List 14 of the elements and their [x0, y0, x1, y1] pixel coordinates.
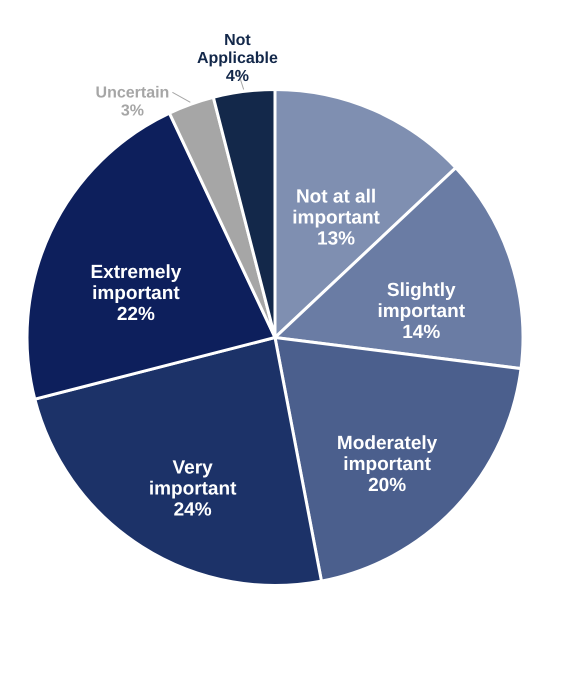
slice-label: Not at all important [292, 186, 381, 228]
data-label: 22% [116, 304, 155, 326]
slice-label: Moderately important [336, 432, 438, 475]
slice-label: Uncertain [96, 84, 170, 102]
data-label: 14% [402, 322, 440, 343]
data-label: 4% [226, 68, 249, 85]
slice-label: Very important [148, 457, 238, 500]
slice-label: Not Applicable [196, 32, 278, 67]
data-label: 3% [120, 102, 144, 120]
data-label: 13% [317, 228, 356, 250]
slice-label: Extremely important [90, 262, 182, 304]
data-label: 24% [174, 499, 212, 520]
data-label: 20% [368, 474, 406, 496]
slice-label: Slightly important [377, 280, 466, 322]
